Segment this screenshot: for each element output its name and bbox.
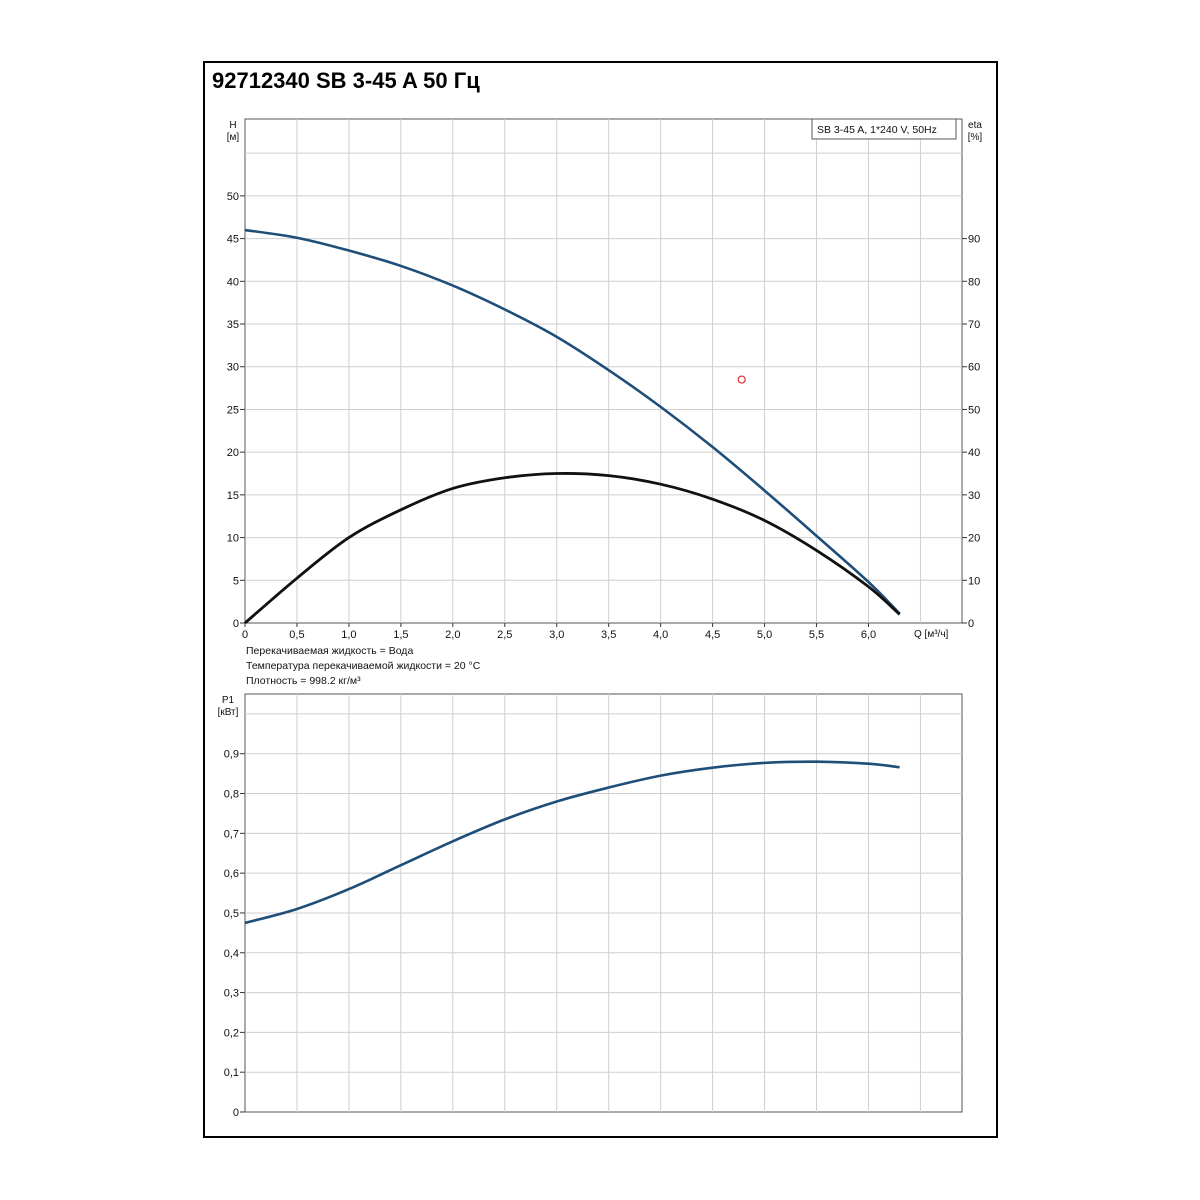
power-y-tick-label: 0,8: [224, 789, 239, 801]
power-axis-title: P1: [222, 695, 235, 706]
power-y-tick-label: 0,5: [224, 908, 239, 920]
x-tick-label: 0,5: [289, 629, 304, 641]
page-title: 92712340 SB 3-45 A 50 Гц: [212, 68, 480, 93]
legend-label: SB 3-45 A, 1*240 V, 50Hz: [817, 124, 937, 136]
head-axis-unit: [м]: [227, 132, 240, 143]
eta-axis-title: eta: [968, 120, 982, 131]
eta-y-tick-label: 50: [968, 404, 980, 416]
head-y-tick-label: 15: [227, 490, 239, 502]
eta-y-tick-label: 20: [968, 533, 980, 545]
power-y-tick-label: 0,9: [224, 749, 239, 761]
x-tick-label: 1,5: [393, 629, 408, 641]
power-chart-grid: [244, 693, 963, 1113]
eta-y-tick-label: 10: [968, 575, 980, 587]
power-y-tick-label: 0,3: [224, 988, 239, 1000]
power-y-tick-label: 0,7: [224, 828, 239, 840]
x-tick-label: 2,0: [445, 629, 460, 641]
power-chart-axes: 0 0,1 0,2 0,3 0,4 0,5 0,6 0,7 0,8 0,9 P1[кВт]: [218, 695, 245, 1119]
head-y-tick-label: 50: [227, 191, 239, 203]
note-density: Плотность = 998.2 кг/м³: [246, 675, 361, 687]
x-tick-label: 4,5: [705, 629, 720, 641]
head-chart-axes: 0 5 10 15 20 25 30 35 40 45 50 0 10 20 30 40 50 60 70 80 90 0…: [227, 120, 983, 641]
head-y-tick-label: 10: [227, 533, 239, 545]
x-tick-label: 5,0: [757, 629, 772, 641]
x-tick-label: 3,0: [549, 629, 564, 641]
x-tick-label: 4,0: [653, 629, 668, 641]
head-y-tick-label: 5: [233, 575, 239, 587]
head-y-tick-label: 45: [227, 234, 239, 246]
eta-y-tick-label: 0: [968, 618, 974, 630]
head-y-tick-label: 30: [227, 362, 239, 374]
power-y-tick-label: 0,2: [224, 1027, 239, 1039]
power-y-tick-label: 0,6: [224, 868, 239, 880]
head-axis-title: H: [229, 120, 236, 131]
head-chart-grid: [244, 118, 963, 624]
eta-y-tick-label: 90: [968, 234, 980, 246]
x-tick-label: 0: [242, 629, 248, 641]
efficiency-curve: [244, 472, 901, 625]
power-y-tick-label: 0,1: [224, 1067, 239, 1079]
head-curve: [244, 228, 901, 615]
eta-y-tick-label: 30: [968, 490, 980, 502]
x-tick-label: 5,5: [809, 629, 824, 641]
eta-axis-unit: [%]: [968, 132, 983, 143]
legend-box: [811, 118, 957, 140]
note-temperature: Температура перекачиваемой жидкости = 20…: [246, 660, 481, 672]
power-plot-frame: [244, 693, 963, 1113]
head-plot-frame: [244, 118, 963, 624]
eta-y-tick-label: 80: [968, 276, 980, 288]
x-tick-label: 3,5: [601, 629, 616, 641]
head-y-tick-label: 40: [227, 276, 239, 288]
head-y-tick-label: 0: [233, 618, 239, 630]
head-chart-curves: [244, 228, 901, 625]
x-tick-label: 1,0: [341, 629, 356, 641]
flow-axis-title: Q [м³/ч]: [914, 629, 949, 640]
power-curve: [244, 760, 900, 925]
eta-y-tick-label: 40: [968, 447, 980, 459]
head-y-tick-label: 35: [227, 319, 239, 331]
duty-point-marker: [737, 375, 746, 384]
eta-y-tick-label: 70: [968, 319, 980, 331]
note-fluid: Перекачиваемая жидкость = Вода: [246, 645, 413, 657]
power-axis-unit: [кВт]: [218, 707, 239, 718]
x-tick-label: 6,0: [861, 629, 876, 641]
page-frame: [203, 61, 998, 1138]
eta-y-tick-label: 60: [968, 362, 980, 374]
power-y-tick-label: 0,4: [224, 948, 239, 960]
head-y-tick-label: 20: [227, 447, 239, 459]
head-y-tick-label: 25: [227, 404, 239, 416]
power-chart-curves: [244, 760, 900, 925]
power-y-tick-label: 0: [233, 1107, 239, 1119]
x-tick-label: 2,5: [497, 629, 512, 641]
